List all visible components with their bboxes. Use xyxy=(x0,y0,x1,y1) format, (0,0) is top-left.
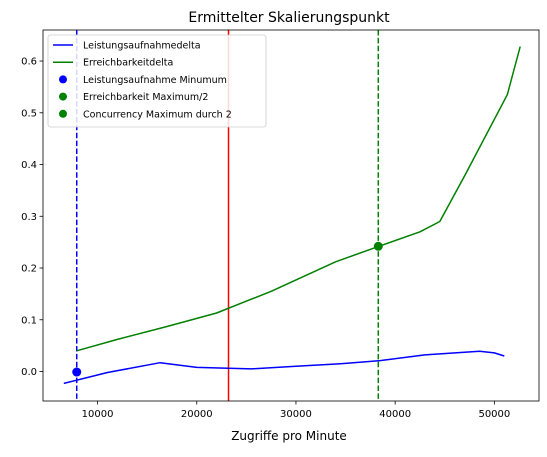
x-tick-label-4: 40000 xyxy=(379,409,411,420)
x-tick-label-2: 20000 xyxy=(181,409,213,420)
legend-label-5: Concurrency Maximum durch 2 xyxy=(83,109,232,120)
x-tick-label-1: 10000 xyxy=(82,409,114,420)
legend-point-marker-5 xyxy=(59,109,67,118)
legend-label-3: Leistungsaufnahme Minumum xyxy=(83,75,227,86)
axes-frame xyxy=(42,29,540,402)
y-tick-label-1: 0.0 xyxy=(21,367,37,378)
data-point-1-1 xyxy=(72,367,82,377)
legend-point-marker-3 xyxy=(59,75,67,84)
series-line-2 xyxy=(76,46,521,352)
y-tick-label-4: 0.3 xyxy=(21,212,37,223)
y-tick-label-3: 0.2 xyxy=(21,264,37,275)
series-line-1 xyxy=(63,350,505,385)
legend-point-marker-4 xyxy=(59,92,67,101)
x-tick-label-3: 30000 xyxy=(280,409,312,420)
y-tick-label-6: 0.5 xyxy=(21,108,37,119)
x-tick-label-5: 50000 xyxy=(478,409,510,420)
legend-label-1: Leistungsaufnahmedelta xyxy=(83,41,201,52)
x-axis-label: Zugriffe pro Minute xyxy=(231,429,347,443)
legend-label-4: Erreichbarkeit Maximum/2 xyxy=(83,92,208,103)
data-point-2-1 xyxy=(373,241,383,251)
legend-label-2: Erreichbarkeitdelta xyxy=(83,58,173,69)
y-tick-label-7: 0.6 xyxy=(21,57,37,68)
legend-box xyxy=(47,34,267,128)
plot-area: 10000 20000 30000 40000 50000 0.0 0.1 0.2 0.3 0.4… xyxy=(21,29,540,420)
y-tick-label-2: 0.1 xyxy=(21,315,37,326)
legend: Leistungsaufnahmedelta Erreichbarkeitdelt… xyxy=(47,34,267,128)
y-tick-label-5: 0.4 xyxy=(21,160,37,171)
chart-title: Ermittelter Skalierungspunkt xyxy=(188,10,390,26)
